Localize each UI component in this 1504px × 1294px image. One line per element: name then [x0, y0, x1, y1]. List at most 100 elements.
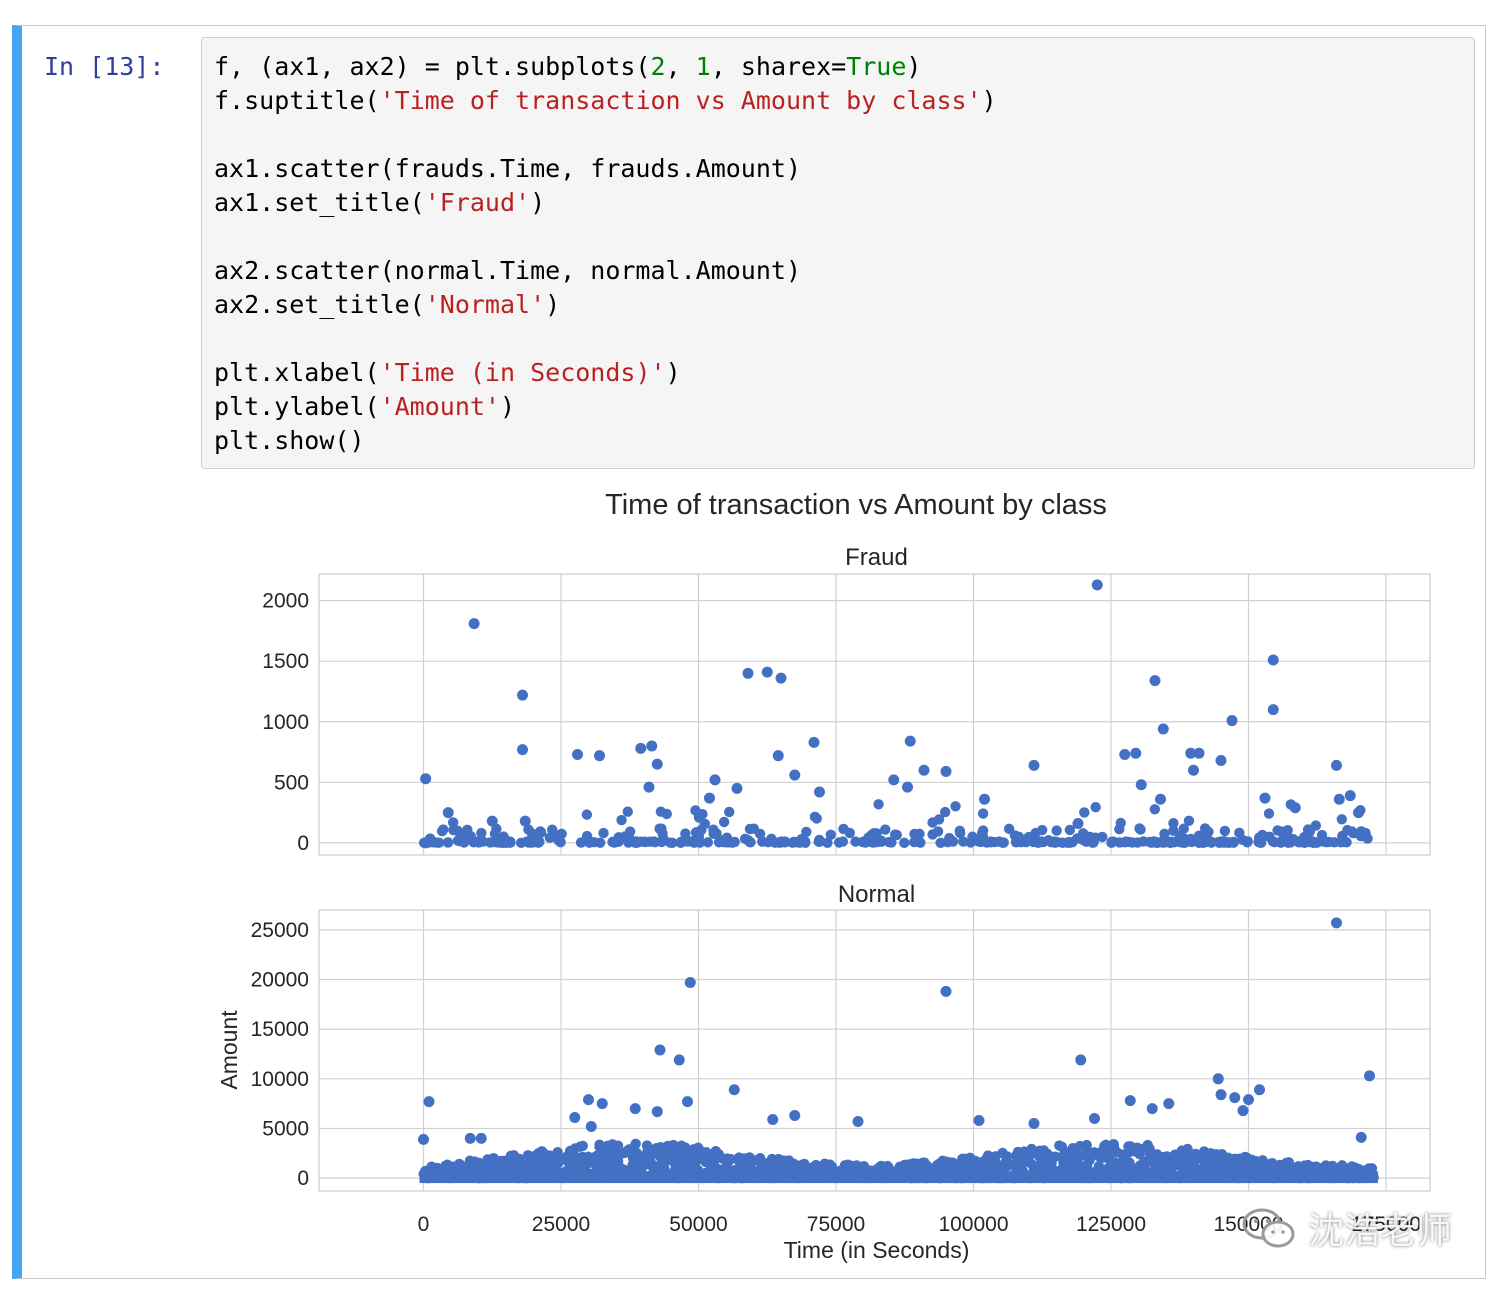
normal-point [1144, 1147, 1155, 1159]
normal-point [1100, 1139, 1112, 1151]
fraud-point [899, 837, 910, 849]
normal-point [418, 1133, 429, 1145]
normal-point [542, 1172, 554, 1183]
fraud-point [932, 826, 944, 837]
normal-point [1098, 1152, 1109, 1163]
fraud-point [657, 828, 668, 839]
fraud-point [871, 828, 882, 839]
y-tick-label: 1000 [262, 711, 309, 734]
normal-point [875, 1160, 887, 1172]
normal-point [1026, 1158, 1037, 1169]
code-line[interactable]: f.suptitle('Time of transaction vs Amoun… [214, 84, 1474, 118]
normal-point [713, 1148, 724, 1160]
fraud-point [535, 826, 546, 837]
fraud-point [420, 773, 432, 785]
figure: Time of transaction vs Amount by class 0… [216, 489, 1431, 1263]
fraud-point [534, 836, 545, 848]
code-line[interactable]: ax2.set_title('Normal') [214, 288, 1474, 322]
fraud-point [517, 689, 528, 701]
code-line[interactable]: f, (ax1, ax2) = plt.subplots(2, 1, share… [214, 50, 1474, 84]
fraud-point [1149, 804, 1161, 815]
normal-point [1114, 1168, 1125, 1179]
scatter-points [418, 917, 1379, 1184]
normal-point [596, 1098, 608, 1110]
normal-point [1010, 1168, 1021, 1179]
code-token: ) [545, 290, 561, 319]
fraud-point [1335, 837, 1347, 848]
normal-point [1292, 1172, 1304, 1184]
normal-point [633, 1161, 645, 1173]
normal-point [616, 1148, 627, 1160]
code-line[interactable]: ax2.scatter(normal.Time, normal.Amount) [214, 254, 1474, 288]
fraud-point [709, 774, 721, 786]
normal-point [668, 1139, 679, 1151]
normal-point [712, 1172, 724, 1184]
normal-point [570, 1161, 582, 1173]
normal-point [1084, 1167, 1095, 1179]
normal-point [952, 1172, 964, 1184]
normal-point [1050, 1151, 1061, 1162]
fraud-point [648, 836, 660, 847]
code-line[interactable] [214, 220, 1474, 254]
code-line[interactable] [214, 322, 1474, 356]
normal-point [706, 1156, 718, 1167]
code-editor[interactable]: f, (ax1, ax2) = plt.subplots(2, 1, share… [201, 37, 1475, 469]
code-line[interactable] [214, 118, 1474, 152]
fraud-point [420, 837, 432, 849]
fraud-point [1344, 790, 1356, 802]
normal-point [1110, 1157, 1121, 1168]
y-tick-label: 500 [274, 771, 309, 794]
code-token: plt.show() [214, 426, 365, 455]
fraud-point [718, 816, 730, 828]
fraud-point [814, 836, 825, 848]
normal-point [1230, 1153, 1241, 1164]
fraud-point [1114, 837, 1125, 848]
normal-point [591, 1150, 602, 1162]
normal-point [1018, 1170, 1030, 1181]
y-tick-label: 0 [297, 832, 309, 855]
code-line[interactable]: plt.xlabel('Time (in Seconds)') [214, 356, 1474, 390]
watermark: 沈浩老师 [1240, 1205, 1452, 1252]
fraud-point [808, 736, 820, 748]
code-line[interactable]: ax1.scatter(frauds.Time, frauds.Amount) [214, 152, 1474, 186]
normal-point [655, 1141, 666, 1153]
code-token: plt.xlabel( [214, 358, 380, 387]
normal-point [1342, 1170, 1353, 1182]
y-tick-label: 0 [297, 1167, 309, 1190]
fraud-point [676, 836, 687, 847]
fraud-point [442, 807, 454, 819]
fraud-point [1228, 836, 1239, 848]
fraud-point [1119, 748, 1131, 760]
fraud-point [553, 829, 565, 841]
fraud-point [979, 793, 990, 805]
code-token: f.suptitle( [214, 86, 380, 115]
fraud-point [965, 837, 976, 848]
normal-point [475, 1132, 487, 1144]
normal-point [1237, 1105, 1249, 1117]
normal-point [1058, 1150, 1069, 1161]
fraud-point [1267, 654, 1279, 666]
code-token: ax1.scatter(frauds.Time, frauds.Amount) [214, 154, 801, 183]
normal-point [1139, 1156, 1150, 1167]
fraud-point [494, 837, 505, 848]
fraud-point [1353, 807, 1364, 819]
normal-point [759, 1172, 770, 1183]
fraud-point [985, 836, 996, 847]
normal-point [1208, 1153, 1219, 1165]
axes-frame [318, 573, 1431, 856]
normal-point [990, 1151, 1001, 1162]
fraud-point [940, 765, 952, 777]
fraud-point [1106, 837, 1117, 849]
fraud-point [646, 740, 658, 752]
fraud-point [1185, 747, 1197, 759]
code-line[interactable]: ax1.set_title('Fraud') [214, 186, 1474, 220]
fraud-point [594, 837, 606, 849]
fraud-point [1333, 793, 1345, 805]
code-line[interactable]: plt.ylabel('Amount') [214, 390, 1474, 424]
normal-point [825, 1172, 837, 1184]
fraud-point [1312, 836, 1323, 848]
fraud-point [598, 827, 609, 839]
y-tick-label: 15000 [251, 1018, 309, 1041]
code-line[interactable]: plt.show() [214, 424, 1474, 458]
normal-point [685, 1172, 697, 1184]
